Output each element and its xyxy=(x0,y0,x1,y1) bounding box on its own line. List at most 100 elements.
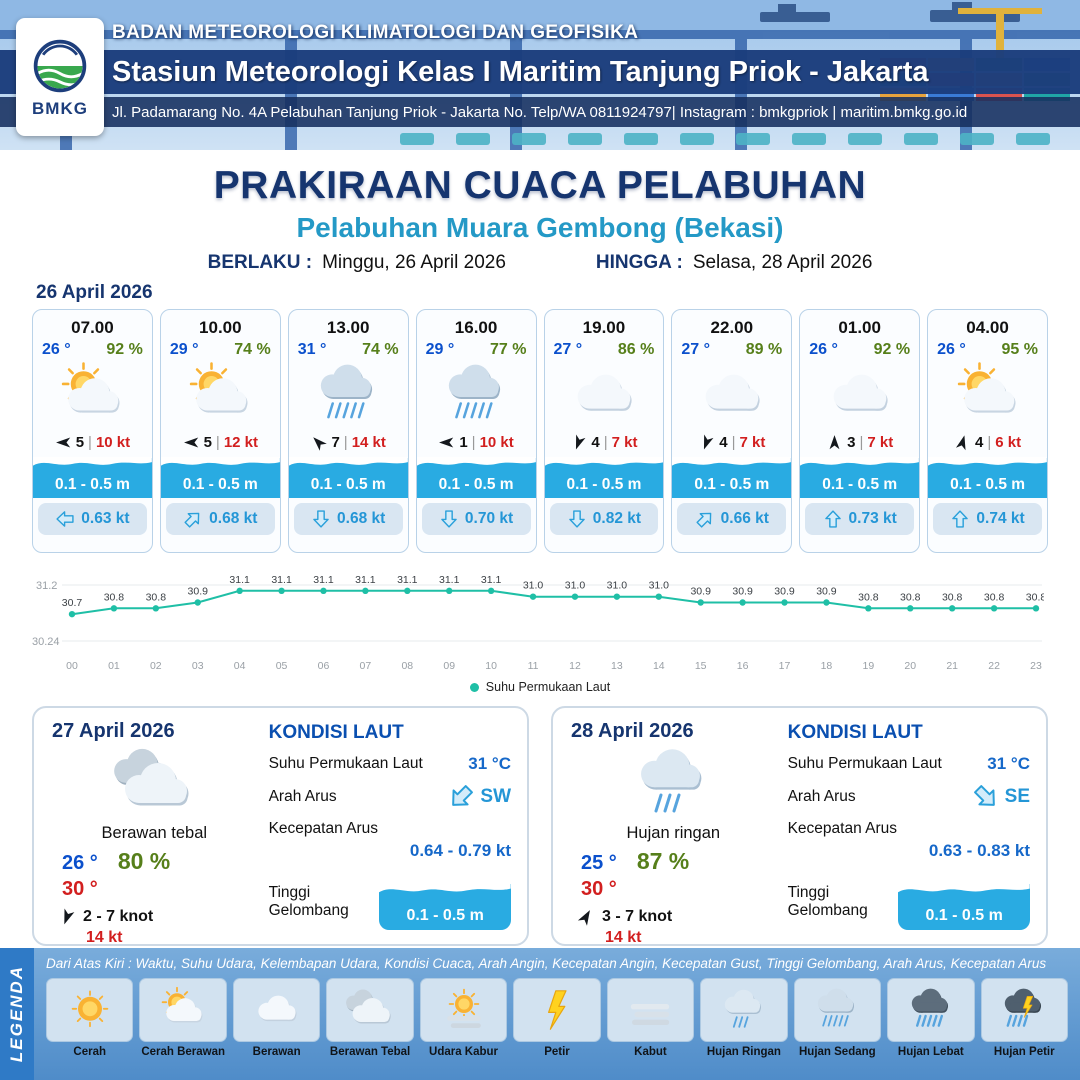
wave-shape xyxy=(33,457,152,466)
legend-weather-icon xyxy=(419,978,508,1042)
wind-direction-icon xyxy=(826,434,843,451)
current-speed-row: Kecepatan Arus 0.63 - 0.83 kt xyxy=(788,820,1030,861)
wave-height-label: Tinggi Gelombang xyxy=(787,884,868,919)
hourly-forecast-card: 22.00 27 ° 89 % 4 | 7 kt 0.1 - 0.5 m 0.6… xyxy=(671,309,793,553)
station-name: Stasiun Meteorologi Kelas I Maritim Tanj… xyxy=(112,55,929,88)
svg-text:02: 02 xyxy=(150,660,162,672)
legend-label: Hujan Petir xyxy=(993,1046,1055,1058)
legend-weather-icon xyxy=(513,978,601,1042)
temp-max: 30 ° xyxy=(581,878,617,900)
wind-gust: 6 kt xyxy=(995,433,1022,451)
current-direction-icon xyxy=(55,509,75,529)
wave-height: 0.1 - 0.5 m xyxy=(182,476,258,493)
legend-weather-icon xyxy=(46,978,134,1042)
forecast-time: 13.00 xyxy=(326,318,370,337)
current-direction-icon xyxy=(183,509,203,529)
legend-label: Hujan Sedang xyxy=(799,1046,876,1058)
wind-row: 3 - 7 knot xyxy=(571,908,672,926)
forecast-time: 10.00 xyxy=(199,318,242,337)
current-speed: 0.66 kt xyxy=(720,510,769,527)
svg-text:30.8: 30.8 xyxy=(146,591,167,603)
valid-until-value: Selasa, 28 April 2026 xyxy=(692,252,873,273)
legend-weather-icon xyxy=(793,978,882,1042)
wave-height-value: 0.1 - 0.5 m xyxy=(925,907,1003,924)
current-speed-label: Kecepatan Arus xyxy=(268,820,379,837)
wave-height-band: 0.1 - 0.5 m xyxy=(160,457,280,498)
forecast-date: 26 April 2026 xyxy=(36,282,153,303)
current-speed: 0.74 kt xyxy=(976,510,1025,527)
svg-text:22: 22 xyxy=(988,660,1000,672)
svg-text:20: 20 xyxy=(904,660,916,672)
page-title: PRAKIRAAN CUACA PELABUHAN xyxy=(213,164,867,207)
current-strip: 0.66 kt xyxy=(677,503,787,535)
current-strip: 0.63 kt xyxy=(38,503,147,535)
svg-text:12: 12 xyxy=(569,660,581,672)
svg-text:17: 17 xyxy=(779,660,791,672)
legend-label: Berawan xyxy=(252,1046,301,1058)
wind-row: 5 | 12 kt xyxy=(161,431,280,453)
weather-icon xyxy=(98,743,210,828)
hourly-forecast-card: 19.00 27 ° 86 % 4 | 7 kt 0.1 - 0.5 m 0.8… xyxy=(543,309,665,553)
wind-direction-icon xyxy=(55,434,72,451)
valid-from-label: BERLAKU : xyxy=(207,252,313,273)
legend-label: Cerah Berawan xyxy=(141,1046,226,1058)
address-band: Jl. Padamarang No. 4A Pelabuhan Tanjung … xyxy=(0,97,1080,127)
wind-gust: 7 kt xyxy=(867,433,894,451)
hourly-forecast-card: 01.00 26 ° 92 % 3 | 7 kt 0.1 - 0.5 m 0.7… xyxy=(799,309,921,553)
wave-shape xyxy=(928,457,1047,466)
legend-item: Hujan Sedang xyxy=(793,978,882,1058)
wave-height-band: 0.1 - 0.5 m xyxy=(544,457,664,498)
legend-item: Hujan Lebat xyxy=(887,978,975,1058)
svg-text:07: 07 xyxy=(360,660,372,672)
wind-direction-icon xyxy=(570,433,587,451)
weather-icon xyxy=(161,359,280,431)
current-speed-value: 0.63 - 0.83 kt xyxy=(928,841,1030,860)
svg-text:30.9: 30.9 xyxy=(690,586,711,598)
wind-speed: 3 xyxy=(847,433,856,451)
humidity: 86 % xyxy=(617,341,655,358)
wind-gust: 10 kt xyxy=(95,433,131,451)
legend-weather-icon xyxy=(700,978,788,1042)
svg-text:14: 14 xyxy=(653,660,665,672)
legend-label: Berawan Tebal xyxy=(329,1046,411,1058)
wind-direction-icon xyxy=(954,434,971,451)
forecast-time: 22.00 xyxy=(710,318,754,337)
sea-conditions-title: KONDISI LAUT xyxy=(787,722,923,743)
wave-height: 0.1 - 0.5 m xyxy=(54,476,130,493)
wind-gust-divider: | xyxy=(603,433,608,451)
legend-label: Hujan Ringan xyxy=(706,1046,781,1058)
svg-text:05: 05 xyxy=(276,660,288,672)
sst-chart: 31.2 30.24 30.7 30.8 30.8 30.9 31.1 31.1 31.1 31.… xyxy=(32,561,1048,678)
wave-height: 0.1 - 0.5 m xyxy=(566,476,642,493)
current-speed-value: 0.64 - 0.79 kt xyxy=(409,841,511,860)
wind-row: 4 | 7 kt xyxy=(545,431,664,453)
temp-humidity-row: 26 ° 92 % xyxy=(800,338,919,359)
wind-row: 4 | 7 kt xyxy=(672,431,791,453)
hourly-forecast-card: 16.00 29 ° 77 % 1 | 10 kt 0.1 - 0.5 m 0.… xyxy=(415,309,537,553)
svg-text:09: 09 xyxy=(443,660,455,672)
wave-shape xyxy=(379,883,511,893)
legend-weather-icon xyxy=(232,978,321,1042)
sea-conditions: KONDISI LAUT Suhu Permukaan Laut 31 °C A… xyxy=(257,720,513,932)
svg-text:30.8: 30.8 xyxy=(104,591,125,603)
sst-label: Suhu Permukaan Laut xyxy=(787,755,942,772)
weather-icon xyxy=(33,359,152,431)
wind-gust-divider: | xyxy=(471,433,476,451)
legend-title: LEGENDA xyxy=(7,965,26,1063)
svg-text:30.8: 30.8 xyxy=(984,591,1005,603)
temp-min: 25 ° xyxy=(581,852,617,874)
svg-text:06: 06 xyxy=(318,660,330,672)
forecast-time: 07.00 xyxy=(71,318,114,337)
wave-height-row: Tinggi Gelombang 0.1 - 0.5 m xyxy=(787,883,1030,930)
temp-humidity-row: 26 ° 95 % xyxy=(928,338,1047,359)
legend-item: Cerah Berawan xyxy=(139,978,227,1058)
current-strip: 0.74 kt xyxy=(933,503,1042,535)
current-speed: 0.70 kt xyxy=(464,510,514,527)
chart-legend: Suhu Permukaan Laut xyxy=(32,680,1048,694)
daily-forecast-panel: 28 April 2026 Hujan ringan 25 ° 87 % 30 … xyxy=(551,706,1048,946)
legend-item: Hujan Petir xyxy=(980,978,1068,1058)
current-direction: SW xyxy=(447,783,511,811)
svg-text:31.0: 31.0 xyxy=(565,580,586,592)
current-speed: 0.63 kt xyxy=(81,510,130,527)
